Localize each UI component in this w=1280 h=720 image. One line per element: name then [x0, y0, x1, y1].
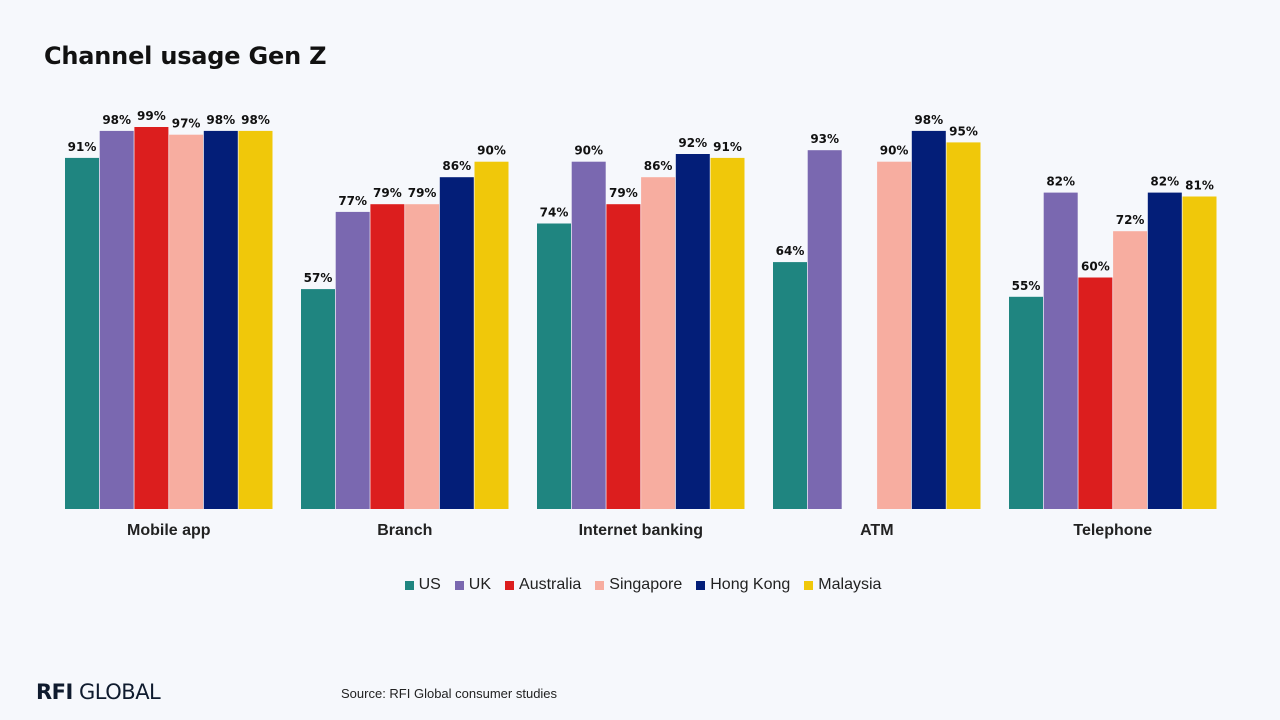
- category-label: Telephone: [1073, 522, 1152, 539]
- data-label: 95%: [949, 124, 978, 138]
- bar-us-internet-banking: [537, 223, 571, 509]
- legend-item: US: [404, 576, 441, 594]
- bar-malaysia-mobile-app: [238, 130, 273, 509]
- data-label: 79%: [373, 186, 402, 200]
- bar-singapore-branch: [405, 204, 440, 509]
- bar-hong-kong-mobile-app: [203, 130, 238, 509]
- data-label: 98%: [206, 113, 235, 127]
- legend-item: Australia: [505, 576, 581, 594]
- bar-uk-branch: [335, 211, 370, 509]
- bar-singapore-telephone: [1113, 231, 1148, 509]
- data-label: 86%: [644, 159, 673, 173]
- category-label: ATM: [860, 522, 893, 539]
- bar-uk-atm: [807, 150, 842, 509]
- legend-item: Singapore: [595, 576, 682, 594]
- data-label: 55%: [1012, 279, 1041, 293]
- legend-label: Hong Kong: [710, 576, 791, 593]
- data-label: 91%: [713, 140, 742, 154]
- legend-swatch: [454, 580, 464, 590]
- legend-label: US: [418, 576, 441, 593]
- bar-us-telephone: [1009, 296, 1043, 509]
- brand-logo: RFI GLOBAL: [36, 680, 161, 704]
- chart-title: Channel usage Gen Z: [44, 42, 327, 70]
- data-label: 91%: [68, 140, 97, 154]
- data-label: 72%: [1116, 213, 1145, 227]
- legend-label: Malaysia: [818, 576, 882, 593]
- source-note: Source: RFI Global consumer studies: [341, 686, 558, 701]
- data-label: 79%: [408, 186, 437, 200]
- data-label: 93%: [810, 132, 839, 146]
- bar-hong-kong-branch: [439, 177, 474, 509]
- legend-label: UK: [468, 576, 492, 593]
- bar-australia-internet-banking: [606, 204, 641, 509]
- bar-uk-mobile-app: [99, 130, 134, 509]
- data-label: 60%: [1081, 260, 1110, 274]
- legend-swatch: [696, 580, 706, 590]
- legend-item: UK: [454, 576, 492, 594]
- legend-swatch: [804, 580, 814, 590]
- bar-uk-internet-banking: [571, 161, 606, 509]
- data-label: 90%: [477, 144, 506, 158]
- legend-label: Singapore: [609, 576, 683, 593]
- data-label: 97%: [172, 117, 201, 131]
- data-label: 98%: [241, 113, 270, 127]
- data-label: 98%: [102, 113, 131, 127]
- data-label: 90%: [574, 144, 603, 158]
- bar-hong-kong-telephone: [1147, 192, 1182, 509]
- bar-us-mobile-app: [65, 157, 99, 509]
- category-label: Internet banking: [579, 522, 703, 539]
- bar-malaysia-internet-banking: [710, 157, 745, 509]
- bar-hong-kong-internet-banking: [675, 154, 710, 509]
- bar-singapore-atm: [877, 161, 912, 509]
- data-label: 57%: [304, 271, 333, 285]
- data-label: 74%: [540, 206, 569, 220]
- legend-swatch: [595, 580, 605, 590]
- category-label: Branch: [377, 522, 432, 539]
- data-label: 90%: [880, 144, 909, 158]
- legend-swatch: [404, 580, 414, 590]
- data-label: 82%: [1046, 175, 1075, 189]
- brand-logo-bold: RFI: [36, 680, 73, 704]
- bar-uk-telephone: [1043, 192, 1078, 509]
- legend-swatch: [505, 580, 515, 590]
- data-label: 81%: [1185, 179, 1214, 193]
- legend-label: Australia: [519, 576, 582, 593]
- bar-malaysia-telephone: [1182, 196, 1217, 509]
- bar-us-branch: [301, 289, 335, 509]
- bar-singapore-internet-banking: [641, 177, 676, 509]
- legend-item: Hong Kong: [696, 576, 790, 594]
- brand-logo-rest: GLOBAL: [79, 680, 161, 704]
- bar-singapore-mobile-app: [169, 134, 204, 509]
- data-label: 98%: [914, 113, 943, 127]
- bar-malaysia-atm: [946, 142, 981, 509]
- bar-us-atm: [773, 262, 807, 509]
- data-label: 64%: [776, 244, 805, 258]
- bar-australia-telephone: [1078, 277, 1113, 509]
- bar-chart: 91% 98% 99% 97% 98% 98% Mobile app 57% 77% 79% 79%…: [65, 109, 1217, 539]
- data-label: 77%: [338, 194, 367, 208]
- chart-legend: US UK Australia Singapore Hong Kong Malaysia: [0, 576, 1280, 594]
- data-label: 86%: [442, 159, 471, 173]
- bar-hong-kong-atm: [911, 130, 946, 509]
- category-label: Mobile app: [127, 522, 211, 539]
- legend-item: Malaysia: [804, 576, 881, 594]
- data-label: 99%: [137, 109, 166, 123]
- bar-australia-branch: [370, 204, 405, 509]
- data-label: 92%: [678, 136, 707, 150]
- bar-australia-mobile-app: [134, 127, 169, 509]
- bar-malaysia-branch: [474, 161, 509, 509]
- data-label: 79%: [609, 186, 638, 200]
- data-label: 82%: [1150, 175, 1179, 189]
